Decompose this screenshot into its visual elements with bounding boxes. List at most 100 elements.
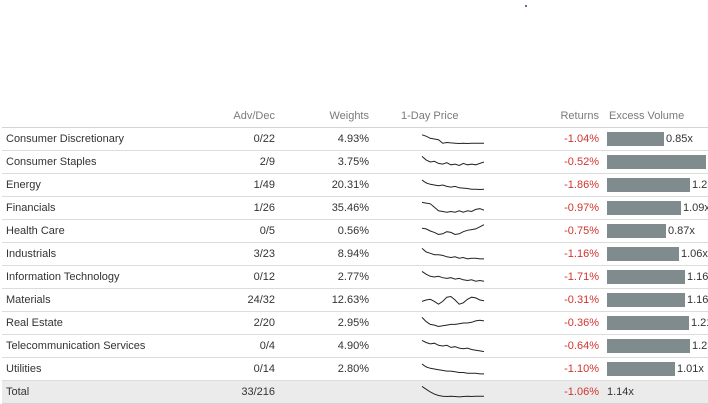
adv-dec-value: 1/49 [186,173,275,197]
excess-volume-cell: 0.87x [603,219,708,243]
adv-dec-value: 2/20 [186,311,275,335]
weight-value: 2.95% [275,311,369,335]
adv-dec-value: 0/5 [186,219,275,243]
price-sparkline [421,339,484,353]
table-row[interactable]: Financials 1/26 35.46% -0.97% 1.09x [2,196,708,220]
weight-value: 20.31% [275,173,369,197]
price-sparkline-cell [369,265,531,289]
header-excess-volume[interactable]: Excess Volume [603,105,708,128]
excess-volume-cell: 1.16x [603,288,708,312]
returns-value: -1.04% [531,127,603,151]
excess-volume-value: 1.14x [607,386,634,398]
excess-volume-bar [607,270,685,284]
excess-volume-value: 1.09x [683,202,708,214]
weight-value: 12.63% [275,288,369,312]
returns-value: -1.16% [531,242,603,266]
excess-volume-value: 0.87x [668,225,695,237]
excess-volume-bar [607,201,681,215]
table-row[interactable]: Consumer Discretionary 0/22 4.93% -1.04% 0.8… [2,127,708,151]
returns-value: -0.31% [531,288,603,312]
returns-value: -0.75% [531,219,603,243]
table-row[interactable]: Information Technology 0/12 2.77% -1.71% 1.1… [2,265,708,289]
sector-name[interactable]: Information Technology [2,265,186,289]
adv-dec-value: 33/216 [186,380,275,404]
excess-volume-bar [607,293,685,307]
excess-volume-cell: 1.06x [603,242,708,266]
price-sparkline-cell [369,127,531,151]
adv-dec-value: 2/9 [186,150,275,174]
excess-volume-bar [607,339,690,353]
price-sparkline-cell [369,173,531,197]
price-sparkline-cell [369,242,531,266]
price-sparkline [421,179,484,191]
excess-volume-value: 1.16x [687,271,708,283]
sector-name[interactable]: Consumer Discretionary [2,127,186,151]
header-weights[interactable]: Weights [275,105,369,128]
price-sparkline-cell [369,196,531,220]
weight-value: 0.56% [275,219,369,243]
total-row[interactable]: Total 33/216 -1.06% 1.14x [2,380,708,404]
returns-value: -0.36% [531,311,603,335]
excess-volume-value: 1.01x [677,363,704,375]
excess-volume-cell: 0.85x [603,127,708,151]
adv-dec-value: 24/32 [186,288,275,312]
weight-value: 4.93% [275,127,369,151]
excess-volume-cell: 1.01x [603,357,708,381]
table-row[interactable]: Industrials 3/23 8.94% -1.16% 1.06x [2,242,708,266]
price-sparkline-cell [369,334,531,358]
header-returns[interactable]: Returns [531,105,603,128]
price-sparkline-cell [369,357,531,381]
sector-name[interactable]: Telecommunication Services [2,334,186,358]
sector-name[interactable]: Real Estate [2,311,186,335]
adv-dec-value: 0/14 [186,357,275,381]
table-row[interactable]: Telecommunication Services 0/4 4.90% -0.64%… [2,334,708,358]
table-row[interactable]: Utilities 0/14 2.80% -1.10% 1.01x [2,357,708,381]
price-sparkline-cell [369,311,531,335]
sparkline-line [421,295,484,305]
header-price[interactable]: 1-Day Price [369,105,531,128]
returns-value: -1.86% [531,173,603,197]
sector-name[interactable]: Utilities [2,357,186,381]
price-sparkline [421,317,484,328]
decorative-dot [525,5,527,7]
sparkline-line [421,385,484,398]
adv-dec-value: 3/23 [186,242,275,266]
excess-volume-value: 1.23x [692,340,708,352]
returns-value: -0.97% [531,196,603,220]
header-sector [2,105,186,128]
adv-dec-value: 0/12 [186,265,275,289]
table-row[interactable]: Health Care 0/5 0.56% -0.75% 0.87x [2,219,708,243]
sector-name[interactable]: Energy [2,173,186,197]
excess-volume-value: 1.06x [681,248,708,260]
sector-name[interactable]: Industrials [2,242,186,266]
price-sparkline-cell [369,219,531,243]
excess-volume-cell: 1.09x [603,196,708,220]
sparkline-line [421,179,484,191]
header-adv-dec[interactable]: Adv/Dec [186,105,275,128]
excess-volume-cell: 1.23x [603,173,708,197]
price-sparkline-cell [369,288,531,312]
adv-dec-value: 1/26 [186,196,275,220]
sector-name[interactable]: Consumer Staples [2,150,186,174]
sector-name[interactable]: Health Care [2,219,186,243]
weight-value: 8.94% [275,242,369,266]
returns-value: -0.64% [531,334,603,358]
price-sparkline [421,363,484,375]
excess-volume-bar [607,224,666,238]
sector-name[interactable]: Financials [2,196,186,220]
price-sparkline [421,295,484,305]
sector-name[interactable]: Total [2,380,186,404]
excess-volume-value: 1.23x [692,179,708,191]
excess-volume-cell: 1.16x [603,265,708,289]
sector-name[interactable]: Materials [2,288,186,312]
price-sparkline [421,156,484,167]
adv-dec-value: 0/4 [186,334,275,358]
price-sparkline [421,201,484,213]
price-sparkline [421,134,484,145]
adv-dec-value: 0/22 [186,127,275,151]
excess-volume-bar [607,247,679,261]
